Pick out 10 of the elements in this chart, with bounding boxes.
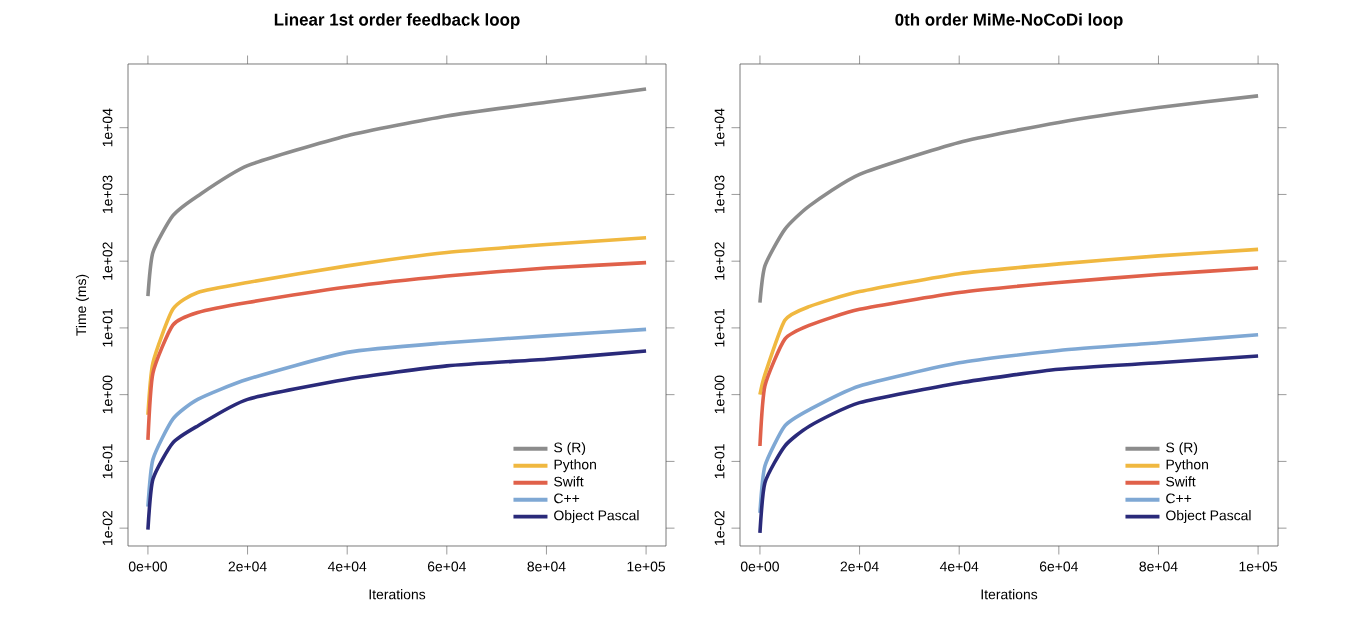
line-series — [758, 354, 1260, 535]
chart-title: Linear 1st order feedback loop — [274, 13, 520, 29]
chart-title: 0th order MiMe-NoCoDi loop — [895, 13, 1123, 29]
line-series — [146, 349, 648, 532]
line-series — [758, 247, 1260, 397]
line-series — [758, 94, 1260, 305]
line-series — [146, 87, 648, 298]
line-series — [146, 236, 648, 417]
line-series — [146, 327, 648, 509]
line-series — [146, 260, 648, 442]
